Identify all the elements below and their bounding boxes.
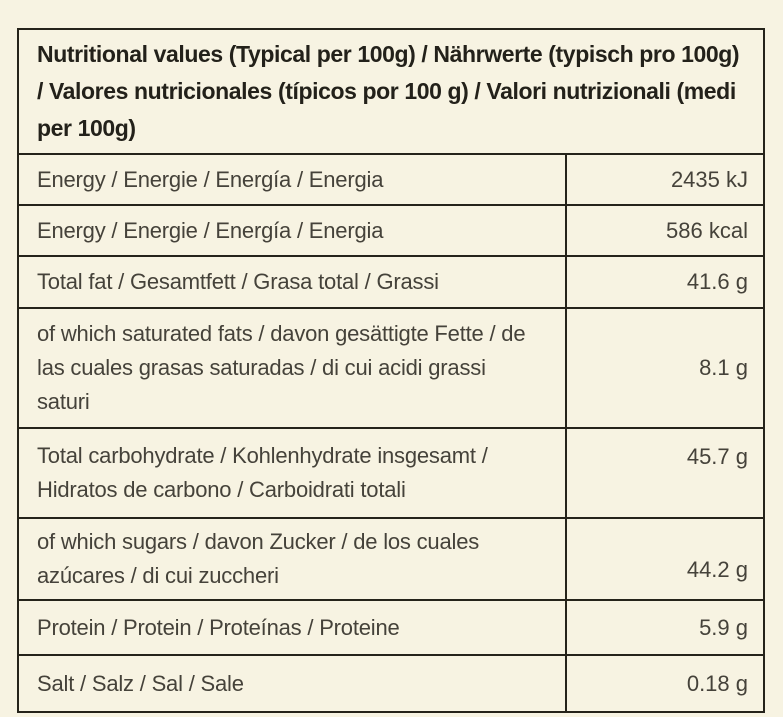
table-row-carbohydrate: Total carbohydrate / Kohlenhydrate insge… xyxy=(19,429,763,519)
nutrition-table: Nutritional values (Typical per 100g) / … xyxy=(17,28,765,713)
row-label: Salt / Salz / Sal / Sale xyxy=(19,656,567,711)
row-label: Energy / Energie / Energía / Energia xyxy=(19,155,567,204)
row-value: 44.2 g xyxy=(686,557,748,582)
table-header: Nutritional values (Typical per 100g) / … xyxy=(19,30,763,155)
row-value: 0.18 g xyxy=(686,670,748,696)
table-row-total-fat: Total fat / Gesamtfett / Grasa total / G… xyxy=(19,257,763,309)
row-label: Total carbohydrate / Kohlenhydrate insge… xyxy=(19,429,567,517)
row-label: Energy / Energie / Energía / Energia xyxy=(19,206,567,255)
row-value: 586 kcal xyxy=(666,217,748,243)
row-label: of which saturated fats / davon gesättig… xyxy=(19,309,567,427)
table-row-energy-kcal: Energy / Energie / Energía / Energia 586… xyxy=(19,206,763,257)
row-value: 2435 kJ xyxy=(670,166,748,192)
table-row-saturated-fats: of which saturated fats / davon gesättig… xyxy=(19,309,763,429)
row-value: 45.7 g xyxy=(686,444,748,469)
row-label: of which sugars / davon Zucker / de los … xyxy=(19,519,567,599)
row-label: Total fat / Gesamtfett / Grasa total / G… xyxy=(19,257,567,307)
table-row-energy-kj: Energy / Energie / Energía / Energia 243… xyxy=(19,155,763,206)
row-value: 41.6 g xyxy=(686,269,748,294)
row-label: Protein / Protein / Proteínas / Proteine xyxy=(19,601,567,654)
table-row-sugars: of which sugars / davon Zucker / de los … xyxy=(19,519,763,601)
row-value: 8.1 g xyxy=(699,355,748,380)
table-row-protein: Protein / Protein / Proteínas / Proteine… xyxy=(19,601,763,656)
row-value: 5.9 g xyxy=(699,614,748,640)
table-row-salt: Salt / Salz / Sal / Sale 0.18 g xyxy=(19,656,763,711)
table-header-text: Nutritional values (Typical per 100g) / … xyxy=(37,41,740,141)
